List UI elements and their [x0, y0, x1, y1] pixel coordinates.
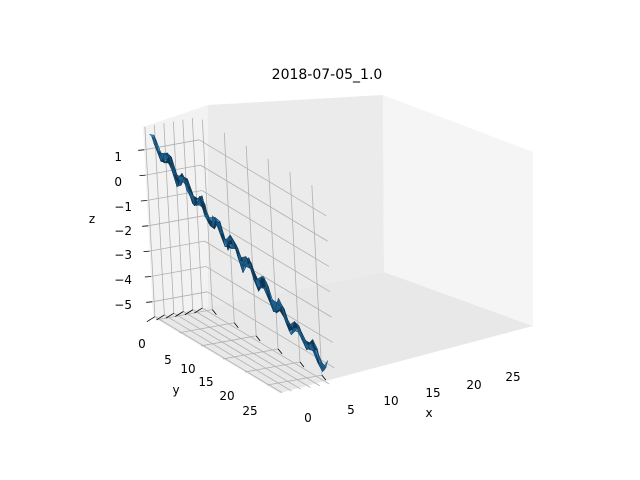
x-tick-label: 25	[505, 370, 520, 384]
z-tick-label: −2	[114, 224, 132, 238]
y-tick-label: 5	[164, 353, 172, 367]
y-tick-mark	[194, 307, 203, 314]
gridline-floor-x	[201, 335, 257, 347]
y-tick-label: 25	[242, 404, 257, 418]
tick-marks	[138, 149, 327, 381]
y-tick-mark	[165, 312, 175, 319]
x-tick-label: 5	[347, 403, 355, 417]
z-tick-mark	[146, 301, 153, 303]
x-tick-mark	[299, 361, 305, 368]
y-tick-label: 15	[198, 375, 213, 389]
z-tick-mark	[143, 250, 150, 253]
pane-floor	[153, 272, 533, 393]
pane-right	[383, 95, 533, 326]
x-tick-label: 20	[466, 378, 481, 392]
x-tick-label: 10	[383, 394, 398, 408]
gridline-left-y	[144, 126, 156, 317]
gridline-floor-x	[179, 322, 235, 334]
gridline-left-z	[146, 190, 202, 201]
x-tick-mark	[233, 322, 239, 328]
gridline-left-z	[152, 291, 208, 303]
gridline-left-z	[144, 139, 200, 151]
surface-cell	[321, 360, 328, 368]
x-tick-mark	[255, 335, 261, 342]
z-tick-label: −1	[114, 200, 132, 214]
z-axis-label: z	[89, 212, 95, 226]
chart-title: 2018-07-05_1.0	[272, 67, 383, 83]
gridline-floor-y	[173, 312, 302, 390]
x-tick-label: 0	[304, 411, 312, 425]
y-tick-mark	[184, 309, 194, 316]
gridline-right-x	[223, 132, 235, 323]
y-tick-mark	[175, 311, 184, 317]
gridline-right-x	[267, 158, 279, 349]
gridline-left-y	[172, 121, 184, 312]
gridline-right-z	[201, 190, 330, 267]
z-tick-label: −5	[114, 298, 132, 312]
y-tick-mark	[156, 314, 165, 321]
gridline-floor-y	[202, 307, 330, 385]
gridline-left-y	[153, 124, 165, 315]
z-tick-label: −4	[114, 273, 132, 287]
gridline-left-z	[150, 266, 206, 277]
z-tick-mark	[142, 225, 149, 227]
y-tick-label: 20	[219, 389, 234, 403]
y-tick-mark	[146, 316, 156, 322]
gridline-left-y	[191, 118, 203, 309]
gridline-right-z	[204, 240, 332, 318]
gridline-left-z	[149, 240, 205, 252]
pane-back	[208, 95, 384, 307]
x-tick-mark	[277, 348, 283, 355]
z-tick-label: 1	[114, 150, 122, 164]
y-axis-label: y	[172, 383, 179, 397]
gridline-right-x	[311, 185, 323, 376]
x-tick-mark	[212, 309, 217, 315]
gridline-right-z	[200, 164, 328, 242]
x-axis-label: x	[425, 406, 432, 420]
gridline-left-y	[182, 119, 194, 310]
gridline-right-z	[202, 215, 331, 293]
gridline-floor-y	[183, 311, 311, 388]
gridline-right-x	[245, 145, 257, 336]
z-tick-mark	[140, 200, 147, 202]
x-tick-mark	[321, 374, 327, 381]
pane-left	[143, 105, 208, 317]
gridline-floor-y	[164, 314, 292, 392]
gridline-floor-y	[192, 309, 321, 387]
y-tick-label: 0	[138, 337, 146, 351]
z-tick-label: 0	[114, 175, 122, 189]
gridline-right-z	[198, 139, 327, 217]
y-tick-label: 10	[180, 362, 195, 376]
z-tick-mark	[138, 149, 145, 151]
gridline-floor-x	[244, 361, 301, 373]
z-tick-label: −3	[114, 248, 132, 262]
gridline-right-z	[206, 291, 335, 369]
gridline-floor-x	[222, 348, 279, 360]
surface-plot	[148, 134, 328, 373]
z-tick-mark	[139, 174, 146, 177]
gridline-left-z	[148, 215, 204, 227]
z-tick-mark	[144, 276, 151, 278]
gridline-floor-x	[266, 374, 322, 386]
gridline-right-z	[205, 266, 334, 343]
gridline-floor-y	[154, 316, 283, 393]
x-tick-label: 15	[425, 386, 440, 400]
